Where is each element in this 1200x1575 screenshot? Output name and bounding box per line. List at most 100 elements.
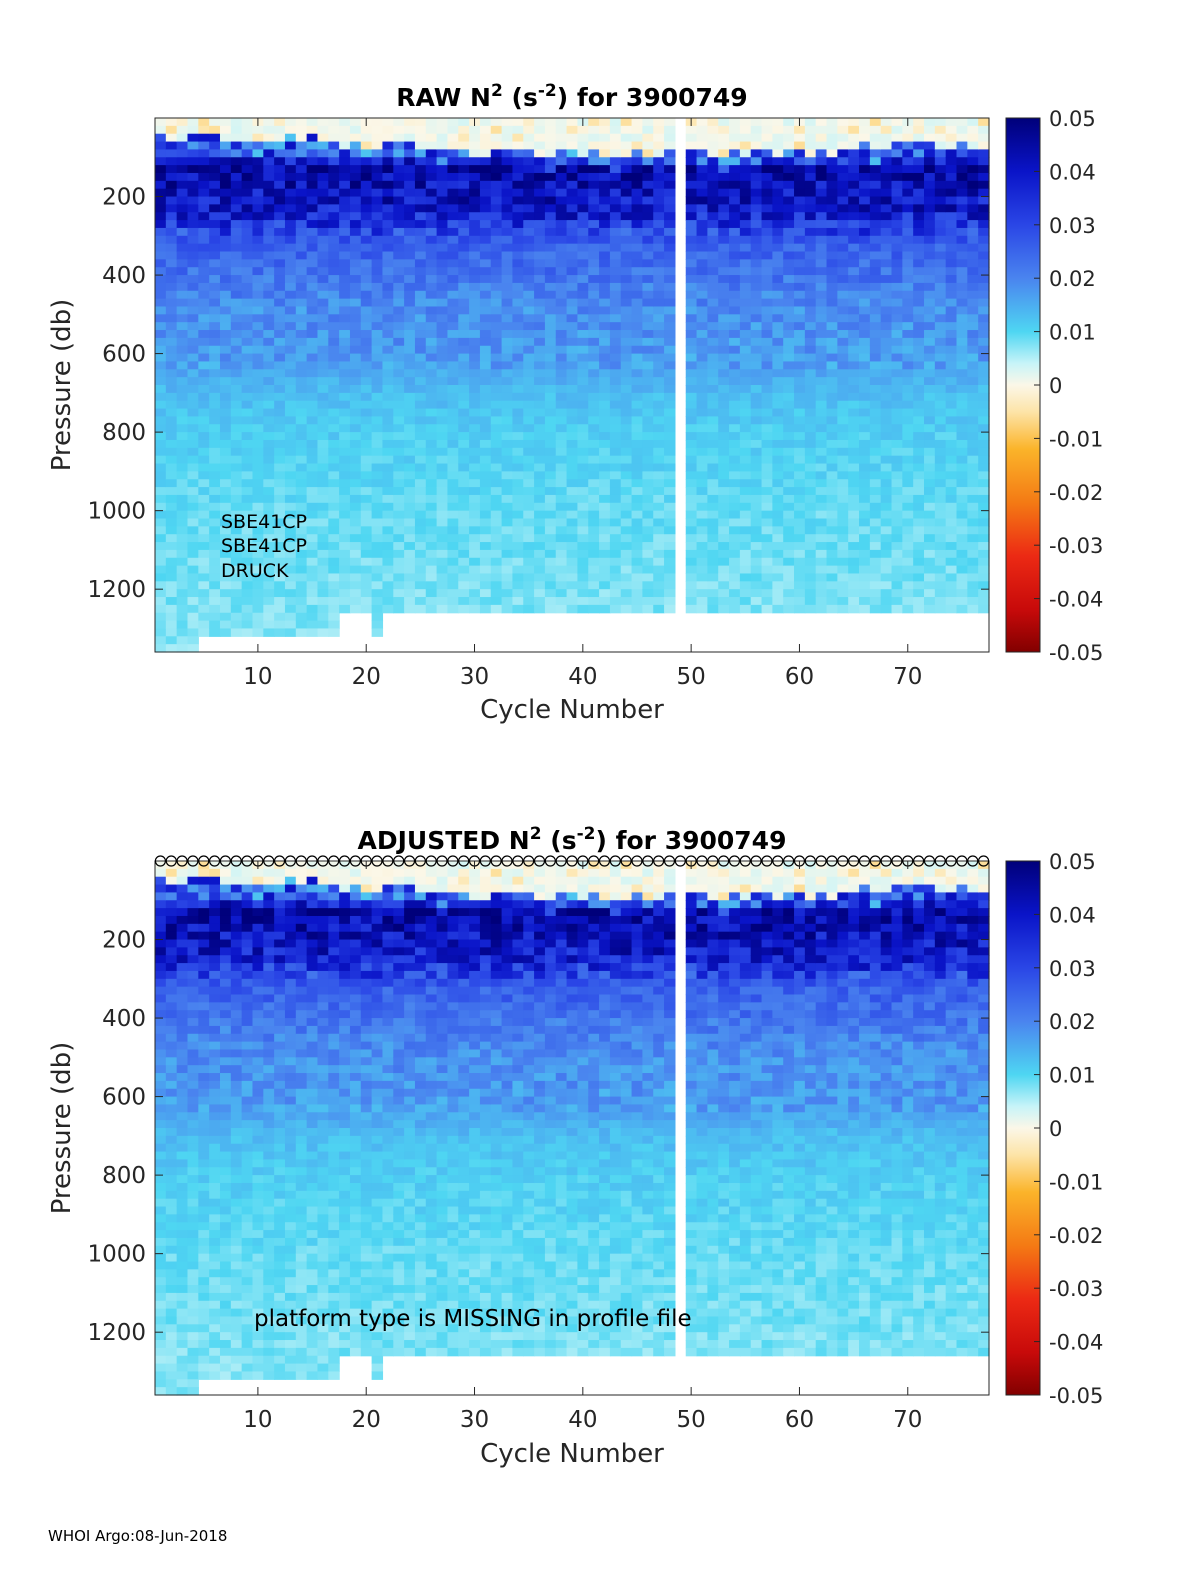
heatmap-cell [761,455,773,465]
heatmap-cell [436,597,449,606]
heatmap-cell [306,330,319,339]
heatmap-cell [891,589,903,598]
heatmap-cell [252,306,264,315]
heatmap-cell [761,337,773,347]
heatmap-cell [382,322,394,331]
heatmap-cell [436,510,449,520]
heatmap-cell [339,204,351,213]
heatmap-cell [967,165,979,174]
heatmap-cell [869,290,882,300]
heatmap-cell [165,125,178,135]
heatmap-cell [555,361,568,370]
heatmap-cell [360,502,373,512]
heatmap-cell [263,361,275,370]
heatmap-cell [317,306,329,315]
heatmap-cell [209,290,221,300]
heatmap-cell [349,455,362,465]
heatmap-cell [295,400,308,410]
heatmap-cell [155,1167,167,1176]
heatmap-cell [620,597,633,606]
heatmap-cell [815,243,828,253]
heatmap-cell [967,180,979,190]
heatmap-cell [718,227,730,237]
heatmap-cell [718,369,730,378]
heatmap-cell [804,188,817,198]
heatmap-cell [555,133,568,143]
heatmap-cell [696,549,708,559]
heatmap-cell [566,157,579,166]
heatmap-cell [783,439,795,449]
heatmap-cell [566,322,579,331]
heatmap-cell [642,494,654,504]
heatmap-cell [934,400,947,410]
heatmap-cell [306,573,319,582]
heatmap-cell [967,267,979,276]
heatmap-cell [512,118,524,127]
heatmap-cell [447,180,459,190]
heatmap-cell [804,275,817,284]
heatmap-cell [804,392,817,402]
heatmap-cell [880,502,893,512]
heatmap-cell [794,447,806,457]
heatmap-cell [804,157,817,166]
heatmap-cell [859,581,871,590]
heatmap-cell [620,573,633,582]
heatmap-cell [934,526,947,535]
heatmap-cell [458,345,470,355]
heatmap-cell [328,471,340,480]
heatmap-cell [252,557,264,567]
heatmap-cell [274,416,286,425]
heatmap-cell [880,549,893,559]
heatmap-cell [274,573,286,582]
heatmap-cell [891,290,903,300]
heatmap-cell [859,275,871,284]
heatmap-cell [328,118,340,127]
heatmap-cell [284,172,297,182]
heatmap-cell [230,604,243,614]
heatmap-cell [588,526,600,535]
heatmap-cell [718,542,730,551]
heatmap-cell [544,604,557,614]
heatmap-cell [490,227,503,237]
heatmap-cell [263,251,275,260]
heatmap-cell [176,188,189,198]
heatmap-cell [404,361,416,370]
heatmap-cell [501,322,514,331]
heatmap-cell [436,133,449,143]
heatmap-cell [523,589,535,598]
heatmap-cell [848,227,860,237]
heatmap-cell [956,392,968,402]
heatmap-cell [685,235,698,245]
heatmap-cell [934,125,947,135]
heatmap-cell [241,180,254,190]
heatmap-cell [609,180,622,190]
heatmap-cell [815,267,828,276]
heatmap-cell [945,298,958,308]
heatmap-cell [458,565,470,575]
heatmap-cell [588,471,600,480]
heatmap-cell [339,463,351,472]
heatmap-cell [339,518,351,527]
heatmap-cell [404,157,416,166]
heatmap-cell [685,204,698,213]
heatmap-cell [599,408,611,418]
heatmap-cell [555,165,568,174]
heatmap-cell [306,298,319,308]
heatmap-cell [241,314,254,323]
heatmap-cell [252,275,264,284]
heatmap-cell [978,377,990,386]
heatmap-cell [739,275,752,284]
heatmap-cell [165,549,178,559]
heatmap-cell [479,141,492,151]
heatmap-cell [447,573,459,582]
heatmap-cell [718,494,730,504]
heatmap-cell [447,510,459,520]
heatmap-cell [512,400,524,410]
heatmap-cell [284,290,297,300]
heatmap-cell [750,282,763,292]
heatmap-cell [609,172,622,182]
heatmap-cell [241,149,254,158]
heatmap-cell [924,275,936,284]
heatmap-cell [761,165,773,174]
heatmap-cell [729,589,741,598]
